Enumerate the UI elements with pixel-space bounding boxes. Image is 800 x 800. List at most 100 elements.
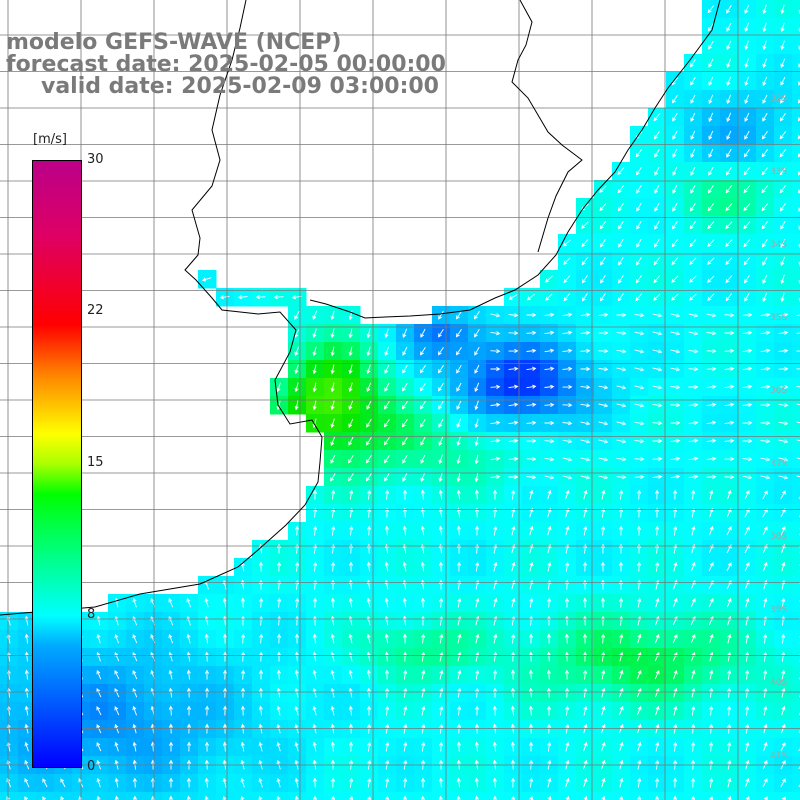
wind-arrow: [313, 525, 318, 536]
wind-arrow: [168, 795, 173, 800]
wind-arrow: [475, 561, 480, 572]
wind-arrow: [24, 705, 29, 716]
wind-arrow: [778, 366, 789, 371]
wind-arrow: [420, 561, 425, 572]
wind-arrow: [547, 489, 552, 500]
wind-arrow: [745, 796, 750, 800]
wind-arrow: [385, 795, 390, 800]
wind-arrow: [294, 651, 299, 662]
wind-arrow: [96, 669, 102, 680]
wind-arrow: [313, 561, 318, 572]
wind-arrow: [565, 723, 570, 734]
wind-arrow: [510, 669, 515, 680]
wind-arrow: [544, 475, 555, 480]
wind-arrow: [744, 76, 749, 87]
wind-arrow: [330, 418, 335, 429]
wind-arrow: [544, 402, 555, 407]
wind-arrow: [619, 507, 624, 518]
wind-arrow: [583, 651, 588, 662]
wind-arrow: [742, 420, 753, 425]
wind-arrow: [598, 457, 609, 462]
wind-arrow: [652, 367, 663, 372]
wind-arrow: [508, 438, 519, 443]
wind-speed-cell: [558, 792, 577, 800]
wind-arrow: [384, 364, 390, 374]
wind-arrow: [168, 597, 174, 608]
wind-arrow: [725, 239, 733, 247]
colorbar-tick-22: 22: [87, 303, 104, 318]
wind-arrow: [241, 615, 246, 626]
wind-arrow: [599, 203, 607, 212]
wind-arrow: [331, 507, 336, 518]
coastline: [0, 0, 721, 616]
wind-arrow: [580, 348, 591, 353]
wind-arrow: [526, 366, 537, 371]
wind-arrow: [599, 185, 607, 193]
wind-arrow: [490, 456, 501, 461]
wind-arrow: [709, 723, 714, 734]
wind-arrow: [671, 95, 678, 104]
wind-arrow: [583, 687, 588, 698]
wind-arrow: [438, 489, 443, 500]
wind-arrow: [420, 418, 426, 428]
wind-arrow: [565, 561, 570, 572]
wind-arrow: [707, 5, 715, 14]
wind-arrow: [295, 615, 300, 626]
wind-arrow: [438, 418, 444, 428]
wind-arrow: [600, 256, 606, 266]
wind-arrow: [204, 669, 210, 680]
wind-arrow: [744, 130, 750, 140]
wind-arrow: [205, 687, 210, 698]
wind-arrow: [529, 561, 534, 572]
wind-arrow: [796, 314, 800, 317]
wind-arrow: [330, 723, 335, 734]
wind-arrow: [780, 256, 786, 267]
wind-arrow: [617, 167, 625, 176]
wind-arrow: [671, 239, 679, 248]
wind-arrow: [619, 489, 624, 500]
wind-arrow: [294, 687, 299, 698]
wind-arrow: [294, 633, 299, 644]
wind-arrow: [403, 795, 408, 800]
wind-arrow: [760, 366, 771, 371]
wind-arrow: [420, 454, 426, 464]
wind-speed-cell: [792, 234, 800, 253]
wind-arrow: [724, 330, 735, 336]
wind-arrow: [779, 185, 787, 194]
wind-arrow: [348, 633, 353, 644]
wind-arrow: [780, 4, 785, 15]
wind-arrow: [727, 489, 732, 500]
wind-arrow: [493, 669, 498, 680]
colorbar-tick-8: 8: [87, 607, 96, 622]
wind-arrow: [565, 741, 570, 752]
wind-arrow: [655, 597, 660, 608]
wind-arrow: [295, 525, 300, 536]
wind-arrow: [547, 561, 552, 572]
wind-arrow: [636, 507, 642, 518]
wind-arrow: [706, 420, 717, 425]
wind-arrow: [797, 135, 800, 140]
wind-arrow: [564, 597, 570, 608]
wind-arrow: [456, 400, 462, 410]
wind-arrow: [565, 687, 570, 698]
wind-arrow: [691, 705, 696, 716]
wind-arrow: [457, 651, 462, 662]
wind-arrow: [474, 507, 479, 518]
wind-arrow: [619, 597, 624, 608]
wind-arrow: [349, 777, 354, 788]
wind-arrow: [330, 454, 336, 464]
wind-arrow: [724, 313, 735, 318]
wind-arrow: [474, 723, 479, 734]
wind-speed-cell: [792, 198, 800, 217]
wind-arrow: [744, 4, 750, 14]
wind-speed-cell: [792, 702, 800, 721]
wind-arrow: [671, 257, 679, 266]
wind-speed-cell: [774, 792, 793, 800]
wind-arrow: [583, 507, 588, 518]
wind-arrow: [384, 561, 389, 572]
wind-arrow: [276, 705, 281, 716]
wind-arrow: [689, 59, 696, 68]
wind-arrow: [691, 525, 696, 536]
wind-arrow: [564, 651, 569, 662]
